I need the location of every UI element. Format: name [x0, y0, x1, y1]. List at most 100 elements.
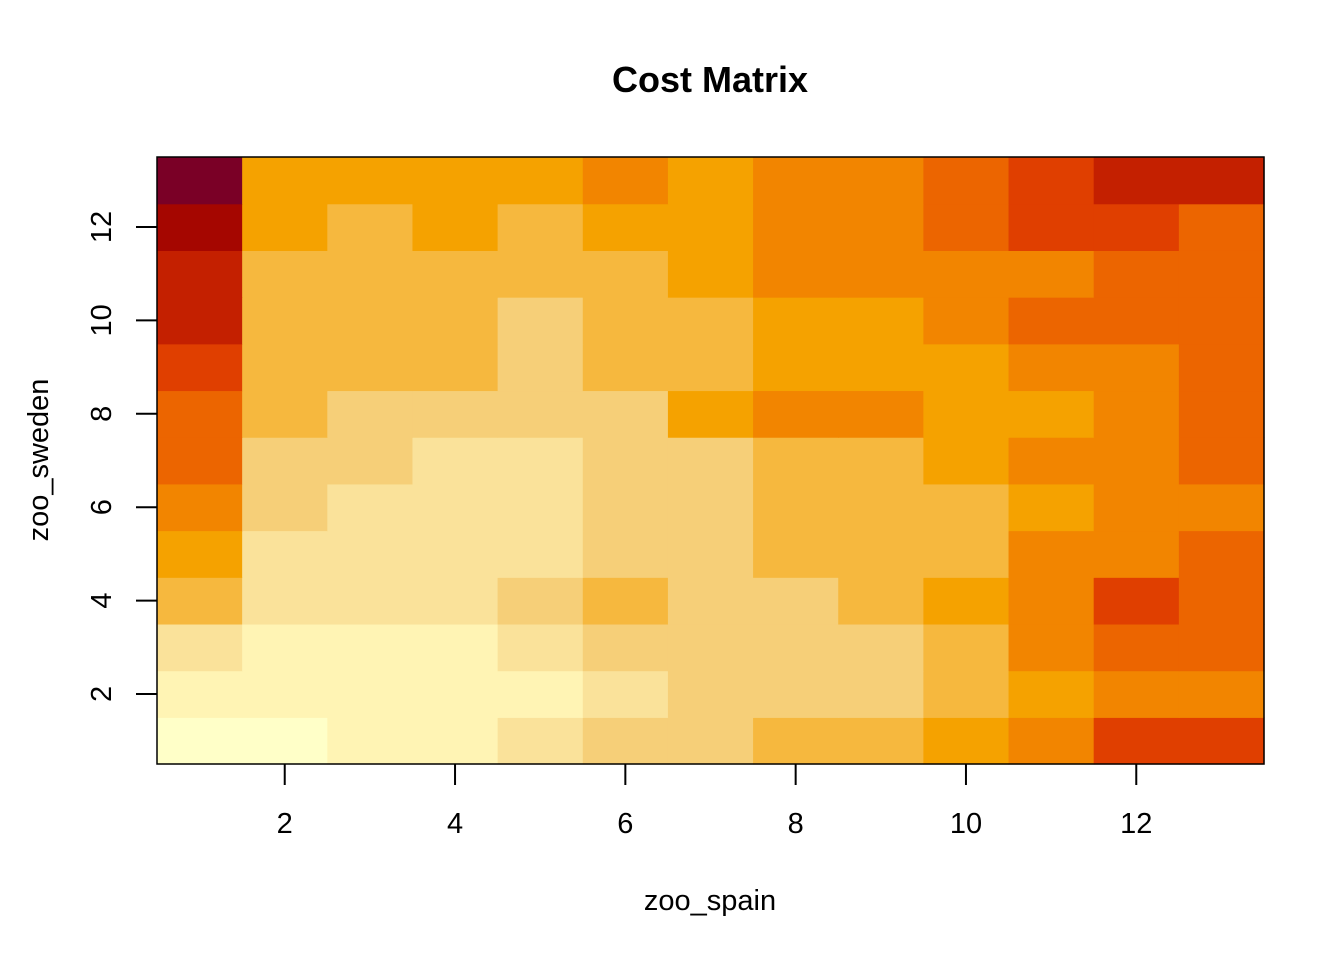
- heatmap-cell: [667, 670, 754, 718]
- heatmap-cell: [242, 717, 328, 765]
- heatmap-cell: [753, 530, 839, 578]
- heatmap-cell: [157, 343, 243, 392]
- heatmap-cell: [1093, 717, 1180, 765]
- heatmap-cell: [667, 483, 754, 532]
- heatmap-cell: [412, 577, 499, 625]
- heatmap-cell: [753, 623, 839, 672]
- heatmap-cell: [753, 437, 839, 485]
- heatmap-cell: [497, 670, 584, 718]
- heatmap-cell: [327, 297, 414, 345]
- heatmap-cell: [242, 623, 328, 672]
- heatmap-cell: [582, 250, 669, 298]
- heatmap-cell: [497, 623, 584, 672]
- heatmap-cell: [923, 483, 1010, 532]
- heatmap-cell: [1093, 343, 1180, 392]
- heatmap-cell: [1008, 390, 1095, 438]
- heatmap-cell: [327, 390, 414, 438]
- heatmap-cell: [1008, 203, 1095, 251]
- heatmap-cell: [667, 390, 754, 438]
- heatmap-cell: [923, 203, 1010, 251]
- heatmap-cell: [753, 577, 839, 625]
- heatmap-cell: [582, 297, 669, 345]
- y-tick-label: 12: [86, 211, 118, 243]
- heatmap-cell: [838, 530, 924, 578]
- heatmap-cell: [412, 670, 499, 718]
- heatmap-cell: [753, 203, 839, 251]
- heatmap-cell: [242, 343, 328, 392]
- heatmap-cell: [157, 530, 243, 578]
- heatmap-cell: [1178, 390, 1265, 438]
- heatmap-cell: [838, 670, 924, 718]
- heatmap-cell: [497, 717, 584, 765]
- heatmap-cell: [412, 437, 499, 485]
- heatmap-cell: [242, 437, 328, 485]
- heatmap-cell: [667, 343, 754, 392]
- heatmap-cell: [1008, 530, 1095, 578]
- heatmap-cell: [327, 483, 414, 532]
- heatmap-cell: [497, 577, 584, 625]
- heatmap-cell: [327, 577, 414, 625]
- heatmap-cell: [1178, 250, 1265, 298]
- heatmap-cell: [1178, 530, 1265, 578]
- heatmap-cell: [1178, 297, 1265, 345]
- heatmap-cell: [1008, 483, 1095, 532]
- heatmap-cell: [923, 157, 1010, 205]
- heatmap-cell: [923, 297, 1010, 345]
- heatmap-cell: [1008, 157, 1095, 205]
- heatmap-cell: [923, 250, 1010, 298]
- heatmap-cell: [327, 157, 414, 205]
- heatmap-cell: [753, 483, 839, 532]
- heatmap-cell: [582, 670, 669, 718]
- heatmap-cell: [1093, 203, 1180, 251]
- heatmap-cell: [242, 530, 328, 578]
- heatmap-cell: [157, 437, 243, 485]
- chart-title: Cost Matrix: [612, 59, 808, 100]
- heatmap-cell: [1008, 297, 1095, 345]
- heatmap-cell: [1093, 157, 1180, 205]
- heatmap-cell: [1178, 203, 1265, 251]
- heatmap-cell: [1178, 623, 1265, 672]
- heatmap-cell: [667, 577, 754, 625]
- heatmap-cell: [582, 203, 669, 251]
- heatmap-cell: [242, 157, 328, 205]
- heatmap-cell: [667, 250, 754, 298]
- heatmap-cells: [157, 157, 1265, 765]
- heatmap-cell: [582, 483, 669, 532]
- heatmap-cell: [157, 250, 243, 298]
- heatmap-cell: [1008, 343, 1095, 392]
- x-tick-label: 8: [788, 808, 804, 840]
- heatmap-cell: [1178, 670, 1265, 718]
- plot-frame: [156, 156, 1265, 765]
- heatmap-cell: [838, 483, 924, 532]
- heatmap-cell: [497, 530, 584, 578]
- y-tick-label: 2: [86, 686, 118, 702]
- heatmap-cell: [753, 297, 839, 345]
- heatmap-cell: [753, 343, 839, 392]
- y-axis: 2 4 6 8 10 12: [86, 211, 157, 702]
- heatmap-cell: [838, 717, 924, 765]
- heatmap-cell: [157, 390, 243, 438]
- heatmap-cell: [497, 483, 584, 532]
- heatmap-cell: [667, 297, 754, 345]
- heatmap-cell: [923, 390, 1010, 438]
- heatmap-cell: [327, 670, 414, 718]
- heatmap-cell: [667, 717, 754, 765]
- heatmap-cell: [412, 623, 499, 672]
- x-axis: 2 4 6 8 10 12: [277, 764, 1152, 840]
- heatmap-cell: [582, 390, 669, 438]
- x-tick-label: 10: [950, 808, 982, 840]
- heatmap-cell: [1178, 437, 1265, 485]
- heatmap-cell: [923, 717, 1010, 765]
- heatmap-cell: [753, 250, 839, 298]
- heatmap-cell: [582, 530, 669, 578]
- heatmap-cell: [1093, 390, 1180, 438]
- heatmap-cell: [412, 717, 499, 765]
- heatmap-cell: [923, 343, 1010, 392]
- heatmap-cell: [923, 670, 1010, 718]
- heatmap-cell: [497, 157, 584, 205]
- y-tick-label: 10: [86, 304, 118, 336]
- heatmap-cell: [412, 297, 499, 345]
- heatmap-cell: [838, 437, 924, 485]
- heatmap-cell: [242, 250, 328, 298]
